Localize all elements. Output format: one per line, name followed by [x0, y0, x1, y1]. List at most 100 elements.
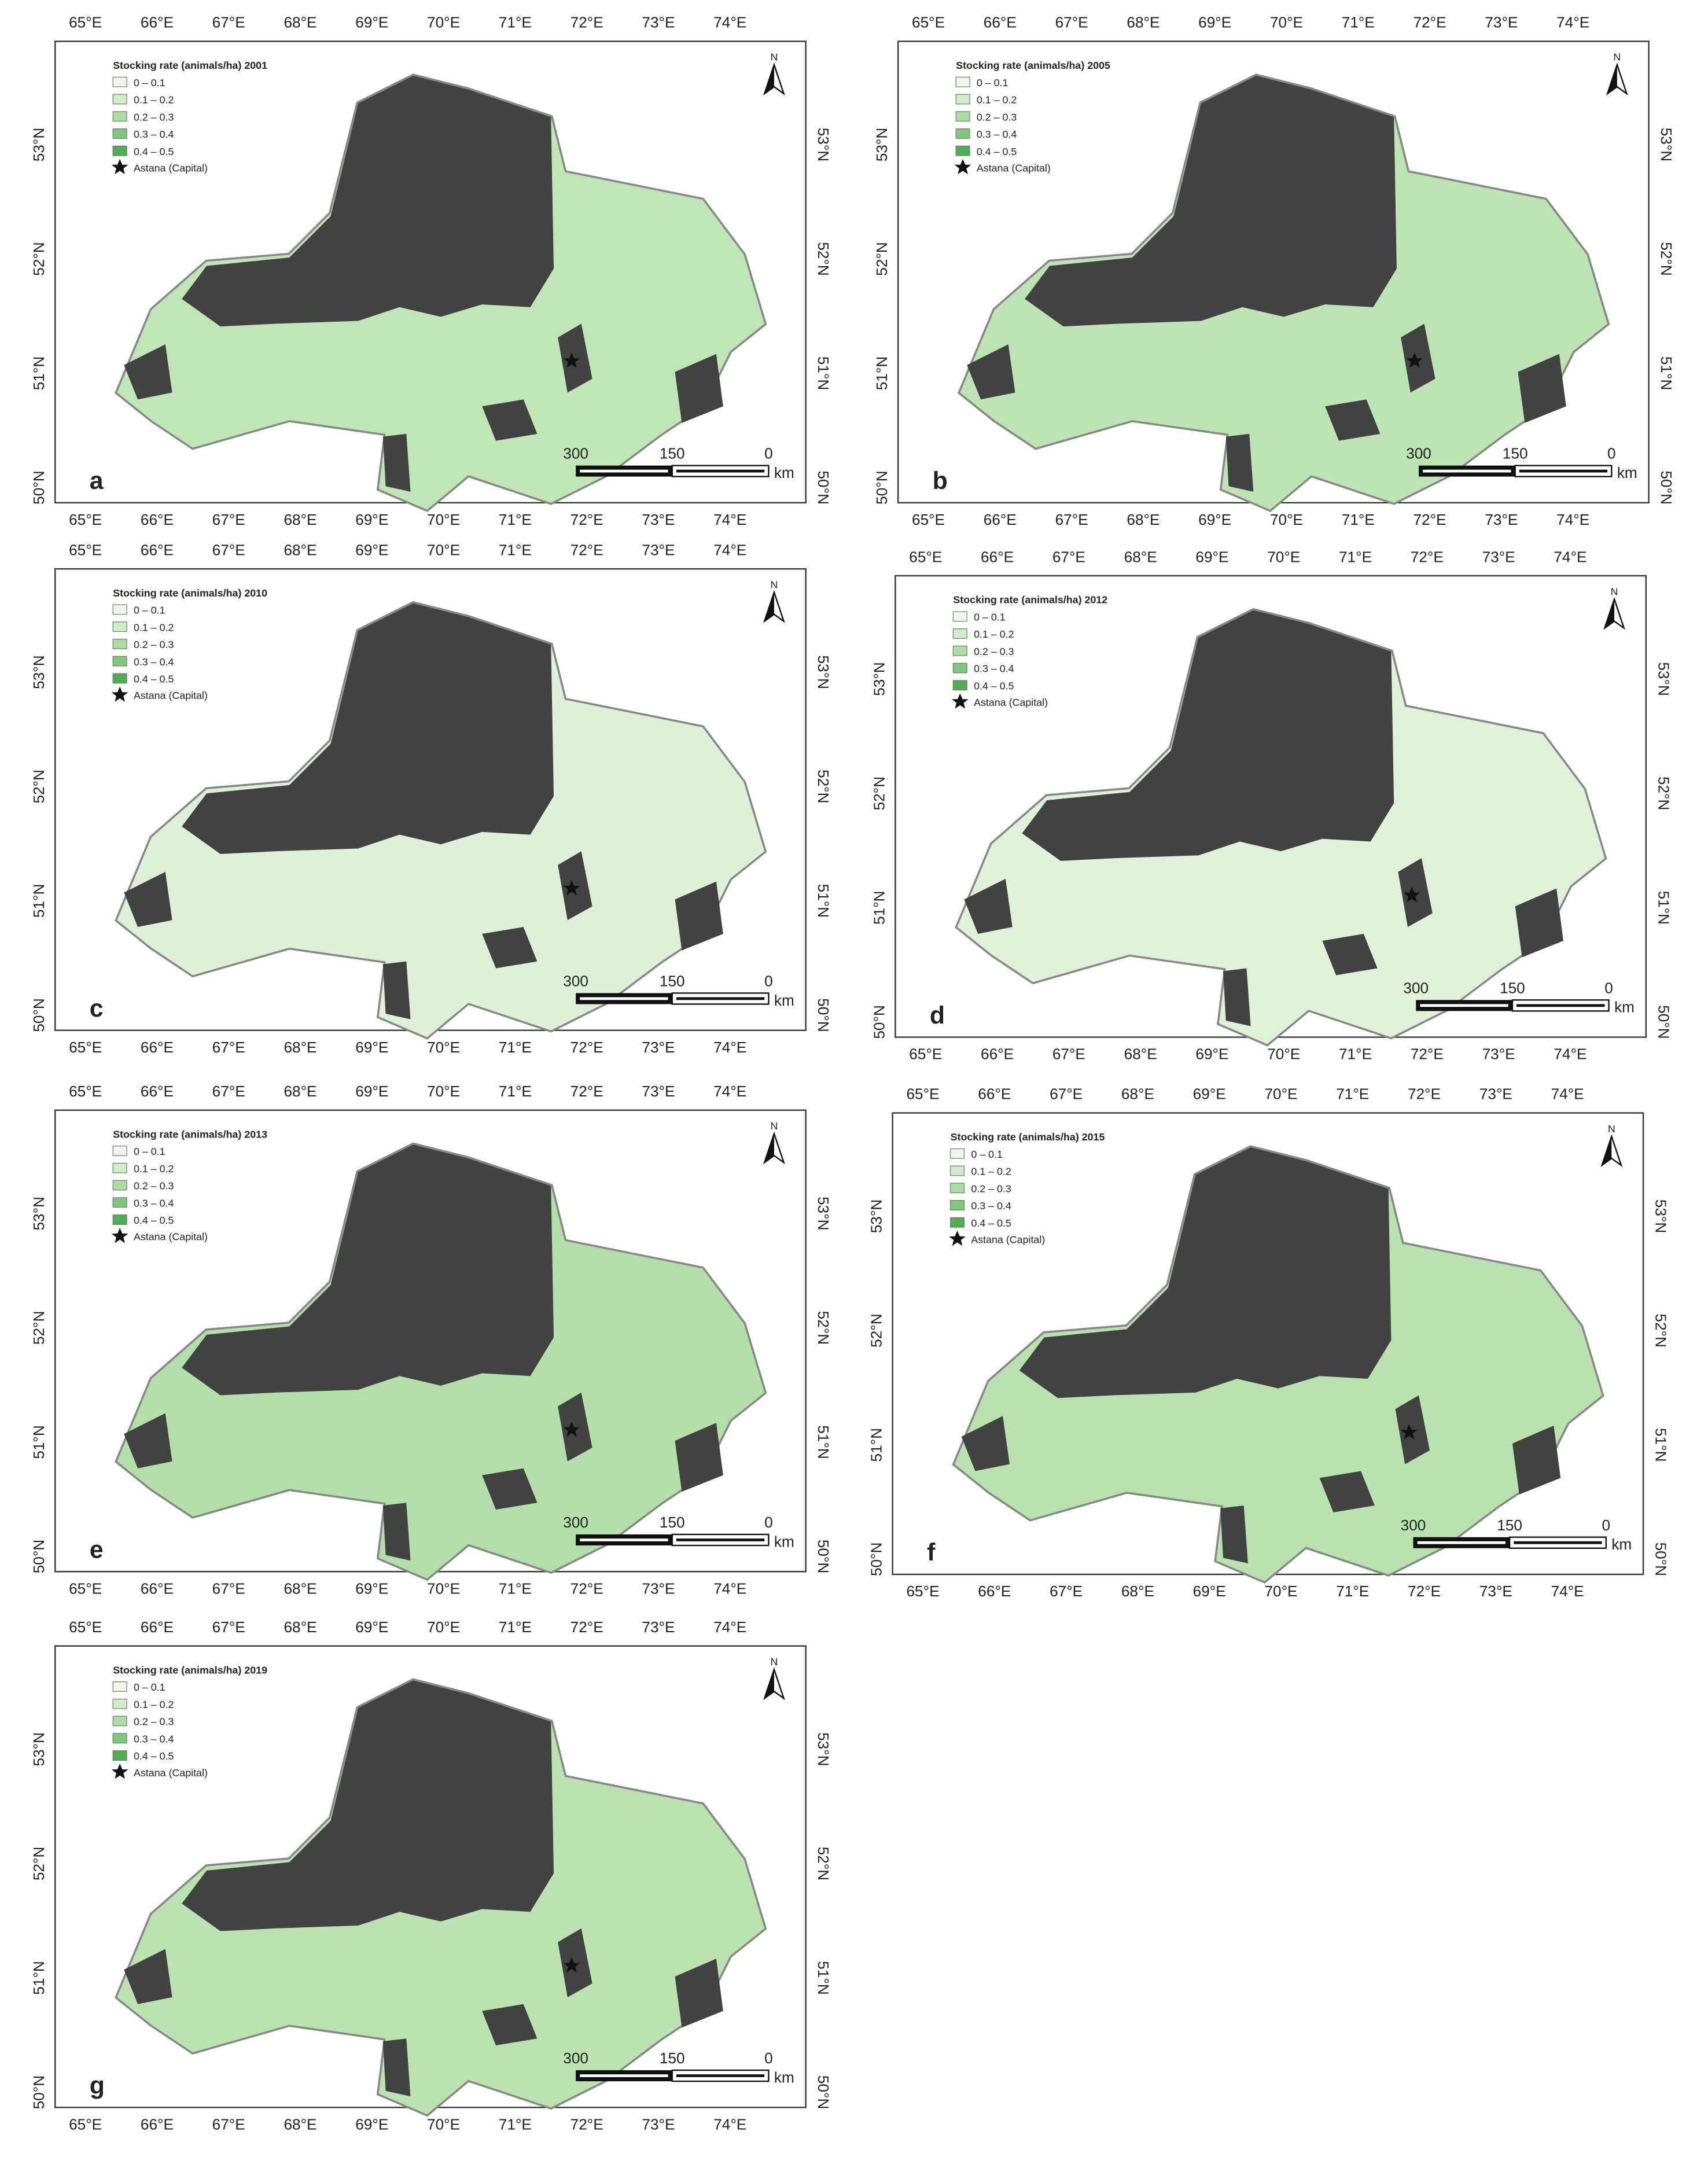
legend-label: 0.2 – 0.3: [134, 1716, 174, 1728]
lat-label-left: 51°N: [868, 1428, 885, 1462]
lon-label-bottom: 72°E: [570, 511, 603, 528]
lon-label-bottom: 67°E: [212, 2115, 245, 2133]
scale-label: 150: [1500, 979, 1525, 996]
lon-label-bottom: 70°E: [1270, 511, 1303, 528]
lat-label-left: 50°N: [30, 2075, 47, 2109]
lat-label-right: 53°N: [1658, 128, 1675, 161]
lon-label-bottom: 74°E: [713, 1039, 746, 1056]
legend-swatch: [112, 1698, 127, 1709]
lat-label-left: 51°N: [870, 891, 888, 925]
lat-label-right: 52°N: [1652, 1313, 1670, 1347]
lon-label-top: 68°E: [284, 541, 316, 558]
lon-label-bottom: 69°E: [355, 511, 388, 528]
lon-label-bottom: 69°E: [355, 1580, 388, 1597]
legend-swatch: [112, 1681, 127, 1692]
lon-label-top: 66°E: [981, 548, 1014, 565]
scale-bar-inner: [1516, 1004, 1605, 1007]
lon-label-top: 71°E: [499, 1083, 532, 1100]
lat-label-left: 52°N: [868, 1313, 885, 1347]
legend-swatch: [950, 1183, 965, 1194]
lon-label-bottom: 65°E: [69, 511, 102, 528]
lat-label-left: 52°N: [30, 1311, 47, 1345]
north-label: N: [770, 51, 778, 63]
lon-label-bottom: 68°E: [1121, 1582, 1154, 1600]
lat-label-left: 53°N: [870, 662, 888, 695]
lon-label-bottom: 65°E: [69, 1039, 102, 1056]
lon-label-bottom: 65°E: [912, 511, 945, 528]
scale-unit: km: [1614, 999, 1635, 1016]
lon-label-top: 71°E: [1339, 548, 1372, 565]
scale-label: 150: [1497, 1516, 1522, 1534]
lon-label-bottom: 72°E: [570, 1039, 603, 1056]
lon-label-top: 70°E: [427, 1083, 460, 1100]
legend-swatch: [952, 628, 967, 639]
legend-label: 0.1 – 0.2: [134, 94, 174, 106]
legend-swatch: [955, 111, 970, 122]
legend-label: 0.2 – 0.3: [134, 111, 174, 123]
legend-label: 0 – 0.1: [971, 1149, 1003, 1160]
lon-label-bottom: 68°E: [284, 1039, 316, 1056]
lon-label-top: 73°E: [642, 1083, 675, 1100]
lon-label-top: 73°E: [1479, 1085, 1512, 1103]
scale-bar-inner: [1417, 1541, 1506, 1544]
legend-label: 0.4 – 0.5: [977, 146, 1017, 157]
lat-label-right: 53°N: [815, 1732, 832, 1766]
legend-label: 0 – 0.1: [977, 77, 1008, 89]
lat-label-left: 53°N: [30, 1197, 47, 1230]
lat-label-right: 52°N: [815, 770, 832, 803]
scale-bar-inner: [580, 1538, 668, 1541]
lon-label-bottom: 74°E: [713, 1580, 746, 1597]
legend-swatch: [112, 1750, 127, 1761]
legend-capital: Astana (Capital): [134, 1767, 208, 1779]
lon-label-bottom: 66°E: [141, 2115, 174, 2133]
lon-label-bottom: 70°E: [1264, 1582, 1297, 1600]
lon-label-top: 68°E: [284, 14, 316, 31]
legend-label: 0.2 – 0.3: [974, 646, 1014, 657]
lon-label-top: 66°E: [141, 14, 174, 31]
legend-swatch: [112, 1180, 127, 1191]
north-label: N: [770, 579, 778, 591]
lat-label-left: 51°N: [30, 884, 47, 918]
lon-label-top: 68°E: [1127, 14, 1159, 31]
lon-label-bottom: 66°E: [141, 511, 174, 528]
lat-label-right: 53°N: [1652, 1199, 1670, 1233]
lon-label-bottom: 68°E: [1127, 511, 1159, 528]
lon-label-bottom: 72°E: [570, 2115, 603, 2133]
lon-label-top: 69°E: [1198, 14, 1231, 31]
lon-label-top: 74°E: [713, 541, 746, 558]
lon-label-top: 65°E: [69, 1083, 102, 1100]
scale-bar-inner: [580, 997, 668, 1000]
map-panel: 65°E 65°E 66°E 66°E 67°E 67°E 68°E 68°E 69°E 69°E…: [868, 1085, 1670, 1600]
lon-label-bottom: 70°E: [427, 511, 460, 528]
legend-label: 0.3 – 0.4: [134, 1197, 174, 1209]
lon-label-top: 69°E: [1193, 1085, 1226, 1103]
scale-bar-inner: [1514, 1541, 1602, 1544]
lat-label-right: 51°N: [1652, 1428, 1670, 1462]
legend-label: 0.1 – 0.2: [974, 628, 1014, 640]
map-panel: 65°E 65°E 66°E 66°E 67°E 67°E 68°E 68°E 69°E 69°E…: [30, 1083, 832, 1597]
north-arrow-half: [764, 1133, 774, 1163]
legend-swatch: [112, 76, 127, 87]
legend-capital: Astana (Capital): [971, 1234, 1045, 1245]
legend-label: 0 – 0.1: [134, 1681, 165, 1693]
lat-label-left: 50°N: [868, 1543, 885, 1576]
lat-label-right: 51°N: [815, 884, 832, 918]
lat-label-left: 53°N: [30, 1732, 47, 1766]
panel-letter: a: [90, 467, 104, 495]
scale-unit: km: [774, 1533, 794, 1550]
north-label: N: [1613, 51, 1621, 63]
legend-swatch: [952, 680, 967, 691]
lon-label-bottom: 71°E: [499, 511, 532, 528]
lon-label-top: 72°E: [1413, 14, 1446, 31]
panel-letter: c: [90, 995, 104, 1022]
legend-title: Stocking rate (animals/ha) 2001: [113, 60, 267, 71]
scale-bar-inner: [1423, 469, 1511, 473]
lon-label-bottom: 65°E: [907, 1582, 940, 1600]
lat-label-right: 51°N: [1655, 891, 1672, 925]
lon-label-bottom: 71°E: [499, 1039, 532, 1056]
legend-swatch: [112, 1716, 127, 1727]
lat-label-right: 51°N: [815, 1425, 832, 1459]
lon-label-top: 70°E: [1267, 548, 1300, 565]
map-panel: 65°E 65°E 66°E 66°E 67°E 67°E 68°E 68°E 69°E 69°E…: [30, 1618, 832, 2133]
north-arrow-half: [764, 64, 774, 94]
